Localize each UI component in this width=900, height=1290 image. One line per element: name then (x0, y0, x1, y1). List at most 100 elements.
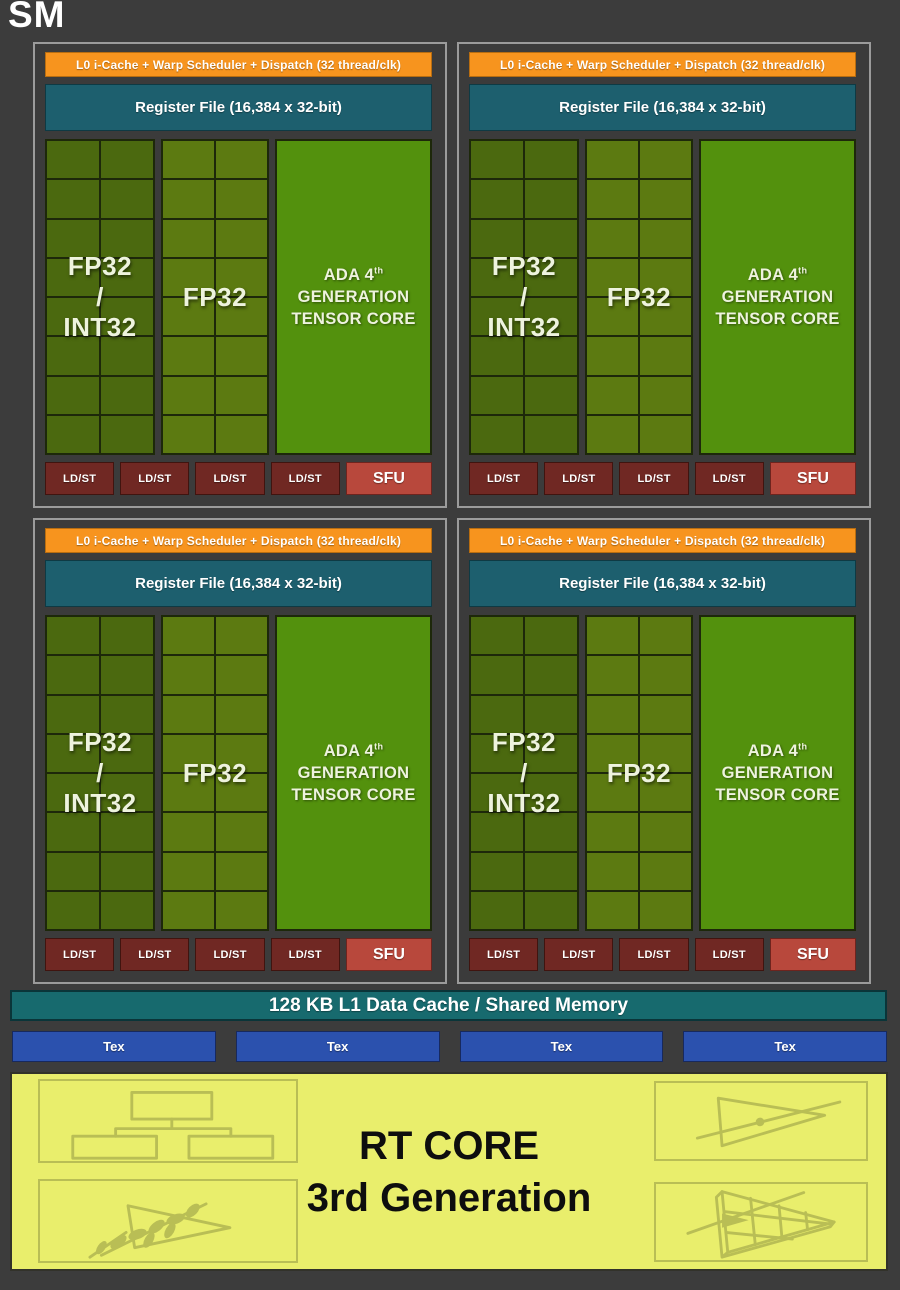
tensor-core-block: ADA 4th GENERATION TENSOR CORE (699, 139, 856, 455)
ldst-unit: LD/ST (694, 938, 764, 971)
tensor-core-line1-text: ADA 4 (323, 741, 375, 760)
core-cell (101, 617, 153, 655)
core-cell (101, 774, 153, 812)
core-cell (471, 415, 523, 453)
core-cell (101, 734, 153, 772)
fp32-label-line1: FP32 (182, 757, 248, 788)
tensor-core-line2: GENERATION (297, 287, 410, 306)
sm-partitions: L0 i-Cache + Warp Scheduler + Dispatch (… (33, 42, 871, 984)
core-cell (216, 891, 267, 929)
core-cell (101, 219, 153, 257)
core-cell (640, 180, 691, 218)
bvh-hierarchy-svg (71, 1091, 275, 1160)
warp-scheduler-bar: L0 i-Cache + Warp Scheduler + Dispatch (… (45, 528, 432, 553)
core-cell (525, 337, 577, 375)
ldst-unit: LD/ST (619, 462, 689, 495)
fp32-int32-label-line3: INT32 (487, 788, 561, 819)
rt-core-title-line2: 3rd Generation (306, 1175, 592, 1220)
core-cell (587, 695, 638, 733)
tensor-core-line1-text: ADA 4 (323, 265, 375, 284)
core-cell (525, 813, 577, 851)
fp32-int32-label-line3: INT32 (63, 788, 137, 819)
ldst-unit: LD/ST (469, 462, 539, 495)
fp32-int32-label-line3: INT32 (63, 312, 137, 343)
tensor-core-block: ADA 4th GENERATION TENSOR CORE (275, 139, 432, 455)
core-cell (471, 695, 523, 733)
ldst-unit: LD/ST (45, 462, 115, 495)
fp32-int32-label: FP32 / INT32 (469, 139, 579, 455)
fp32-int32-label-line1: FP32 (491, 726, 557, 757)
ldst-unit: LD/ST (270, 938, 340, 971)
core-cell (587, 891, 638, 929)
tensor-core-line1: ADA 4th (324, 264, 384, 286)
tensor-core-line3: TENSOR CORE (291, 786, 416, 805)
core-cell (216, 415, 267, 453)
core-cell (47, 656, 99, 694)
core-cell (525, 141, 577, 179)
core-cell (101, 141, 153, 179)
core-cell (525, 695, 577, 733)
core-cell (216, 376, 267, 414)
ldst-sfu-row: LD/ST LD/ST LD/ST LD/ST SFU (469, 938, 856, 971)
core-cell (47, 298, 99, 336)
core-cell (640, 852, 691, 890)
fp32-label: FP32 (585, 139, 693, 455)
core-cell (587, 337, 638, 375)
core-cell (587, 376, 638, 414)
core-cell (640, 258, 691, 296)
execution-units-row: FP32 / INT32 FP32 ADA 4th GENERATION TEN… (469, 615, 856, 931)
ray-triangle-svg (695, 1096, 842, 1148)
core-cell (525, 376, 577, 414)
tensor-core-line1-text: ADA 4 (747, 741, 799, 760)
page-title: SM (8, 0, 66, 35)
rt-core-title-line1: RT CORE (359, 1123, 539, 1168)
ldst-unit: LD/ST (270, 462, 340, 495)
core-cell (163, 180, 214, 218)
core-cell (47, 852, 99, 890)
core-cell (163, 852, 214, 890)
fp32-core-grid (161, 615, 269, 931)
core-cell (587, 298, 638, 336)
register-file-bar: Register File (16,384 x 32-bit) (45, 84, 432, 131)
execution-units-row: FP32 / INT32 FP32 ADA 4th GENERATION TEN… (45, 615, 432, 931)
core-cell (471, 734, 523, 772)
core-cell (587, 852, 638, 890)
core-cell (47, 180, 99, 218)
core-cell (471, 219, 523, 257)
core-cell (47, 891, 99, 929)
fp32-int32-core-block: FP32 / INT32 (45, 615, 155, 931)
fp32-int32-core-grid (45, 139, 155, 455)
tensor-core-line1-sup: th (798, 265, 808, 276)
bvh-hierarchy-icon (38, 1079, 298, 1163)
fp32-int32-core-block: FP32 / INT32 (469, 615, 579, 931)
core-cell (640, 734, 691, 772)
core-cell (471, 813, 523, 851)
core-cell (216, 337, 267, 375)
core-cell (163, 219, 214, 257)
fp32-core-block: FP32 (161, 139, 269, 455)
core-cell (471, 656, 523, 694)
core-cell (640, 891, 691, 929)
core-cell (471, 376, 523, 414)
core-cell (471, 617, 523, 655)
tex-unit: Tex (683, 1031, 887, 1062)
register-file-bar: Register File (16,384 x 32-bit) (469, 84, 856, 131)
ldst-unit: LD/ST (469, 938, 539, 971)
core-cell (47, 141, 99, 179)
tensor-core-line1: ADA 4th (748, 264, 808, 286)
core-cell (640, 298, 691, 336)
fp32-int32-label: FP32 / INT32 (45, 139, 155, 455)
ldst-unit: LD/ST (195, 462, 265, 495)
execution-units-row: FP32 / INT32 FP32 ADA 4th GENERATION TEN… (45, 139, 432, 455)
core-cell (47, 774, 99, 812)
core-cell (471, 298, 523, 336)
core-cell (47, 219, 99, 257)
warp-scheduler-bar: L0 i-Cache + Warp Scheduler + Dispatch (… (45, 52, 432, 77)
core-cell (587, 415, 638, 453)
core-cell (525, 891, 577, 929)
tensor-core-line1: ADA 4th (324, 740, 384, 762)
register-file-bar: Register File (16,384 x 32-bit) (45, 560, 432, 607)
rt-core-title: RT CORE 3rd Generation (12, 1074, 886, 1269)
ray-triangle-intersection-icon (654, 1081, 868, 1161)
core-cell (525, 734, 577, 772)
